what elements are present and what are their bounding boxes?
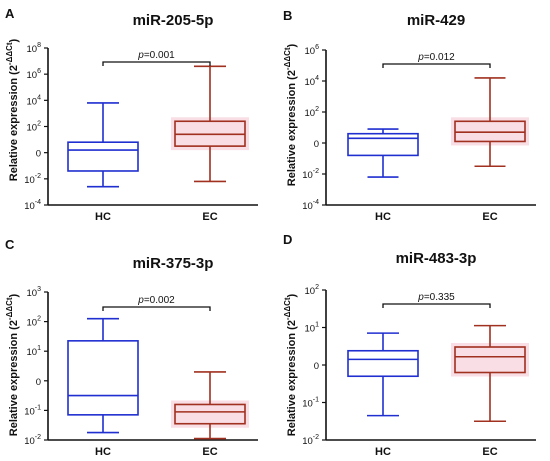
chart-title: miR-375-3p: [133, 255, 214, 272]
y-tick-label: 0: [36, 377, 41, 388]
y-axis-label: Relative expression (2-ΔΔCt): [5, 293, 20, 436]
y-tick-label: 10-1: [302, 397, 319, 410]
y-axis-label: Relative expression (2-ΔΔCt): [283, 293, 298, 436]
box-iqr: [347, 132, 419, 157]
panel-label: C: [5, 237, 15, 252]
box-iqr: [67, 340, 139, 416]
chart-title: miR-205-5p: [133, 12, 214, 29]
y-tick-label: 10-2: [24, 434, 41, 447]
y-tick-label: 108: [27, 42, 42, 55]
y-tick-label: 0: [36, 149, 41, 160]
chart-title: miR-483-3p: [396, 250, 477, 267]
significance-bracket: [102, 306, 211, 311]
chart-title: miR-429: [407, 12, 465, 29]
box-ec: [171, 371, 249, 440]
y-tick-label: 106: [305, 44, 320, 57]
y-tick-label: 104: [305, 75, 320, 88]
x-tick-label: HC: [375, 211, 391, 223]
box-ec: [451, 77, 529, 168]
box-glow: [451, 343, 529, 377]
y-tick-label: 0: [314, 139, 319, 150]
p-value-label: p=0.012: [417, 52, 455, 63]
y-tick-label: 10-2: [302, 168, 319, 181]
y-tick-label: 101: [305, 322, 320, 335]
box-iqr: [454, 346, 526, 374]
y-tick-label: 10-4: [24, 199, 41, 212]
x-tick-label: EC: [482, 446, 497, 458]
x-tick-label: HC: [375, 446, 391, 458]
box-iqr: [67, 141, 139, 172]
x-tick-label: EC: [202, 446, 217, 458]
box-iqr: [347, 349, 419, 378]
y-tick-label: 0: [314, 361, 319, 372]
y-tick-label: 10-2: [302, 434, 319, 447]
x-tick-label: EC: [482, 211, 497, 223]
y-tick-label: 10-1: [24, 404, 41, 417]
y-tick-label: 102: [27, 121, 42, 134]
p-value-label: p=0.002: [137, 295, 175, 306]
y-tick-label: 106: [27, 68, 42, 81]
y-tick-label: 102: [305, 106, 320, 119]
box-ec: [451, 324, 529, 423]
significance-bracket: [102, 61, 211, 66]
significance-bracket: [382, 303, 491, 308]
y-tick-label: 101: [27, 345, 42, 358]
panel-label: A: [5, 6, 15, 21]
box-hc: [347, 332, 419, 417]
panel-label: D: [283, 232, 292, 247]
y-tick-label: 10-2: [24, 173, 41, 186]
y-axis-label: Relative expression (2-ΔΔCt): [5, 38, 20, 181]
p-value-label: p=0.335: [417, 292, 455, 303]
y-axis-label: Relative expression (2-ΔΔCt): [283, 43, 298, 186]
y-tick-label: 104: [27, 94, 42, 107]
y-tick-label: 10-4: [302, 199, 319, 212]
box-hc: [67, 102, 139, 188]
box-hc: [67, 317, 139, 434]
panel-label: B: [283, 8, 292, 23]
y-tick-label: 102: [305, 284, 320, 297]
x-tick-label: HC: [95, 446, 111, 458]
p-value-label: p=0.001: [137, 50, 175, 61]
significance-bracket: [382, 63, 491, 68]
x-tick-label: EC: [202, 211, 217, 223]
x-tick-label: HC: [95, 211, 111, 223]
y-tick-label: 102: [27, 316, 42, 329]
box-hc: [347, 128, 419, 178]
box-ec: [171, 65, 249, 183]
box-iqr: [174, 403, 246, 425]
y-tick-label: 103: [27, 286, 42, 299]
